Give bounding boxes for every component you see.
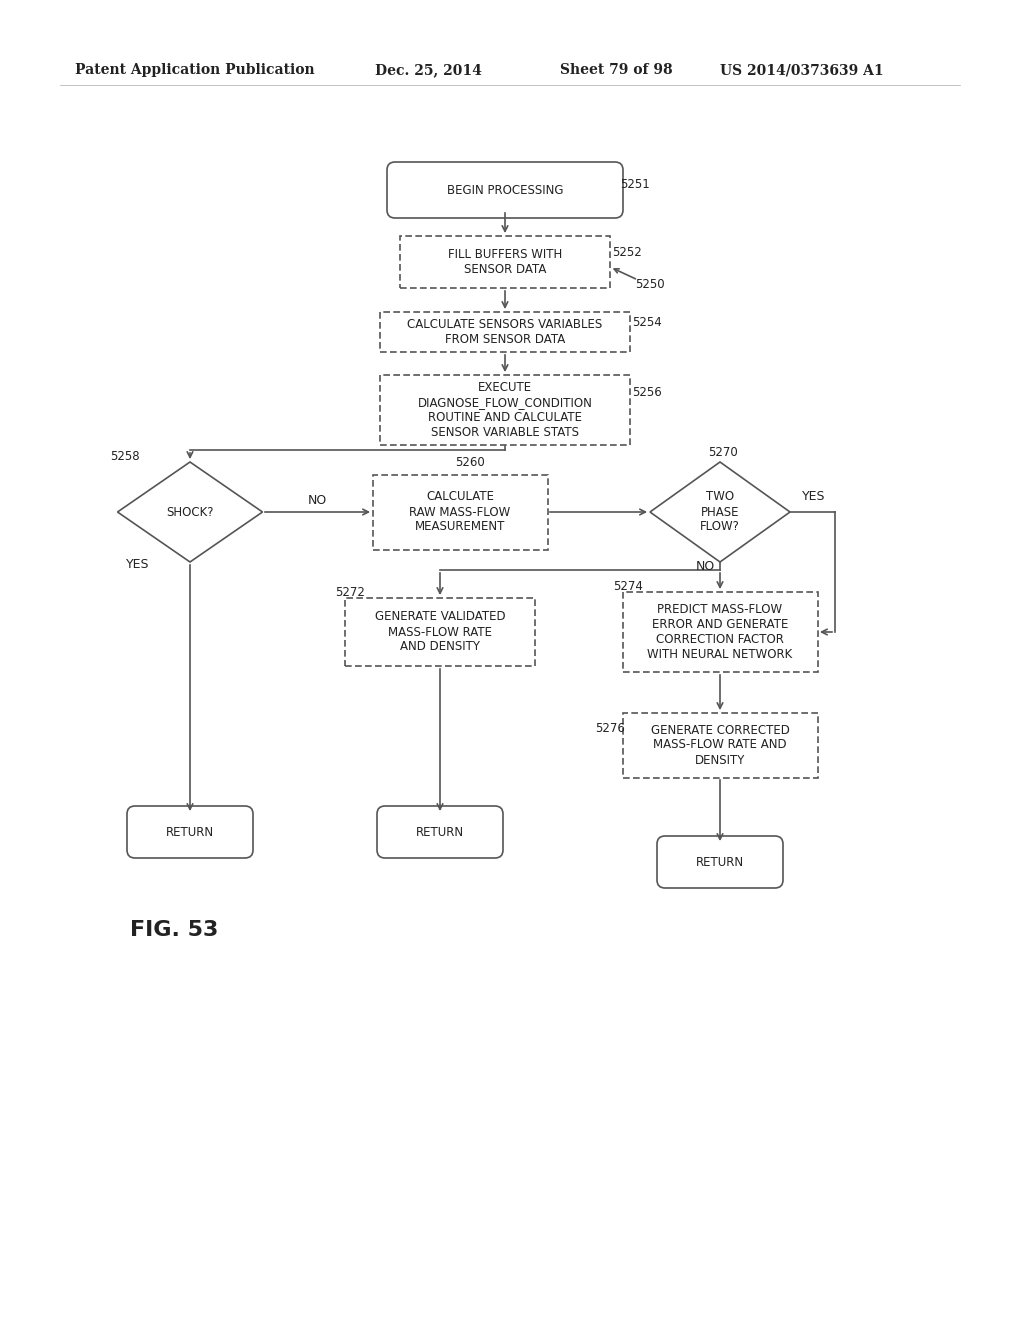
Bar bbox=[380, 375, 630, 445]
Text: RETURN: RETURN bbox=[416, 825, 464, 838]
Text: Dec. 25, 2014: Dec. 25, 2014 bbox=[375, 63, 482, 77]
Text: FILL BUFFERS WITH
SENSOR DATA: FILL BUFFERS WITH SENSOR DATA bbox=[447, 248, 562, 276]
Text: US 2014/0373639 A1: US 2014/0373639 A1 bbox=[720, 63, 884, 77]
Text: 5251: 5251 bbox=[620, 178, 650, 191]
FancyBboxPatch shape bbox=[127, 807, 253, 858]
Text: NO: NO bbox=[307, 494, 327, 507]
Text: RETURN: RETURN bbox=[166, 825, 214, 838]
Text: 5260: 5260 bbox=[455, 455, 484, 469]
Text: 5252: 5252 bbox=[612, 246, 642, 259]
Text: YES: YES bbox=[802, 491, 825, 503]
Text: BEGIN PROCESSING: BEGIN PROCESSING bbox=[446, 183, 563, 197]
Bar bbox=[345, 598, 535, 667]
Text: TWO
PHASE
FLOW?: TWO PHASE FLOW? bbox=[700, 491, 740, 533]
Text: Sheet 79 of 98: Sheet 79 of 98 bbox=[560, 63, 673, 77]
Text: 5254: 5254 bbox=[632, 315, 662, 329]
Text: CALCULATE SENSORS VARIABLES
FROM SENSOR DATA: CALCULATE SENSORS VARIABLES FROM SENSOR … bbox=[408, 318, 603, 346]
Text: SHOCK?: SHOCK? bbox=[166, 506, 214, 519]
Text: RETURN: RETURN bbox=[696, 855, 744, 869]
Text: EXECUTE
DIAGNOSE_FLOW_CONDITION
ROUTINE AND CALCULATE
SENSOR VARIABLE STATS: EXECUTE DIAGNOSE_FLOW_CONDITION ROUTINE … bbox=[418, 381, 593, 440]
Polygon shape bbox=[118, 462, 262, 562]
Text: CALCULATE
RAW MASS-FLOW
MEASUREMENT: CALCULATE RAW MASS-FLOW MEASUREMENT bbox=[410, 491, 511, 533]
Text: YES: YES bbox=[126, 557, 150, 570]
Text: GENERATE CORRECTED
MASS-FLOW RATE AND
DENSITY: GENERATE CORRECTED MASS-FLOW RATE AND DE… bbox=[650, 723, 790, 767]
Text: 5276: 5276 bbox=[595, 722, 625, 734]
Text: 5256: 5256 bbox=[632, 385, 662, 399]
Text: 5272: 5272 bbox=[335, 586, 365, 598]
Bar bbox=[380, 312, 630, 352]
FancyBboxPatch shape bbox=[387, 162, 623, 218]
FancyBboxPatch shape bbox=[377, 807, 503, 858]
Bar bbox=[623, 713, 817, 777]
Text: NO: NO bbox=[695, 561, 715, 573]
Text: 5258: 5258 bbox=[110, 450, 139, 463]
Text: 5270: 5270 bbox=[708, 446, 737, 458]
Text: Patent Application Publication: Patent Application Publication bbox=[75, 63, 314, 77]
Bar bbox=[400, 236, 610, 288]
Polygon shape bbox=[650, 462, 790, 562]
Bar bbox=[373, 474, 548, 549]
Text: FIG. 53: FIG. 53 bbox=[130, 920, 218, 940]
Bar bbox=[623, 591, 817, 672]
Text: 5274: 5274 bbox=[613, 581, 643, 594]
Text: 5250: 5250 bbox=[635, 277, 665, 290]
Text: PREDICT MASS-FLOW
ERROR AND GENERATE
CORRECTION FACTOR
WITH NEURAL NETWORK: PREDICT MASS-FLOW ERROR AND GENERATE COR… bbox=[647, 603, 793, 661]
FancyBboxPatch shape bbox=[657, 836, 783, 888]
Text: GENERATE VALIDATED
MASS-FLOW RATE
AND DENSITY: GENERATE VALIDATED MASS-FLOW RATE AND DE… bbox=[375, 610, 505, 653]
